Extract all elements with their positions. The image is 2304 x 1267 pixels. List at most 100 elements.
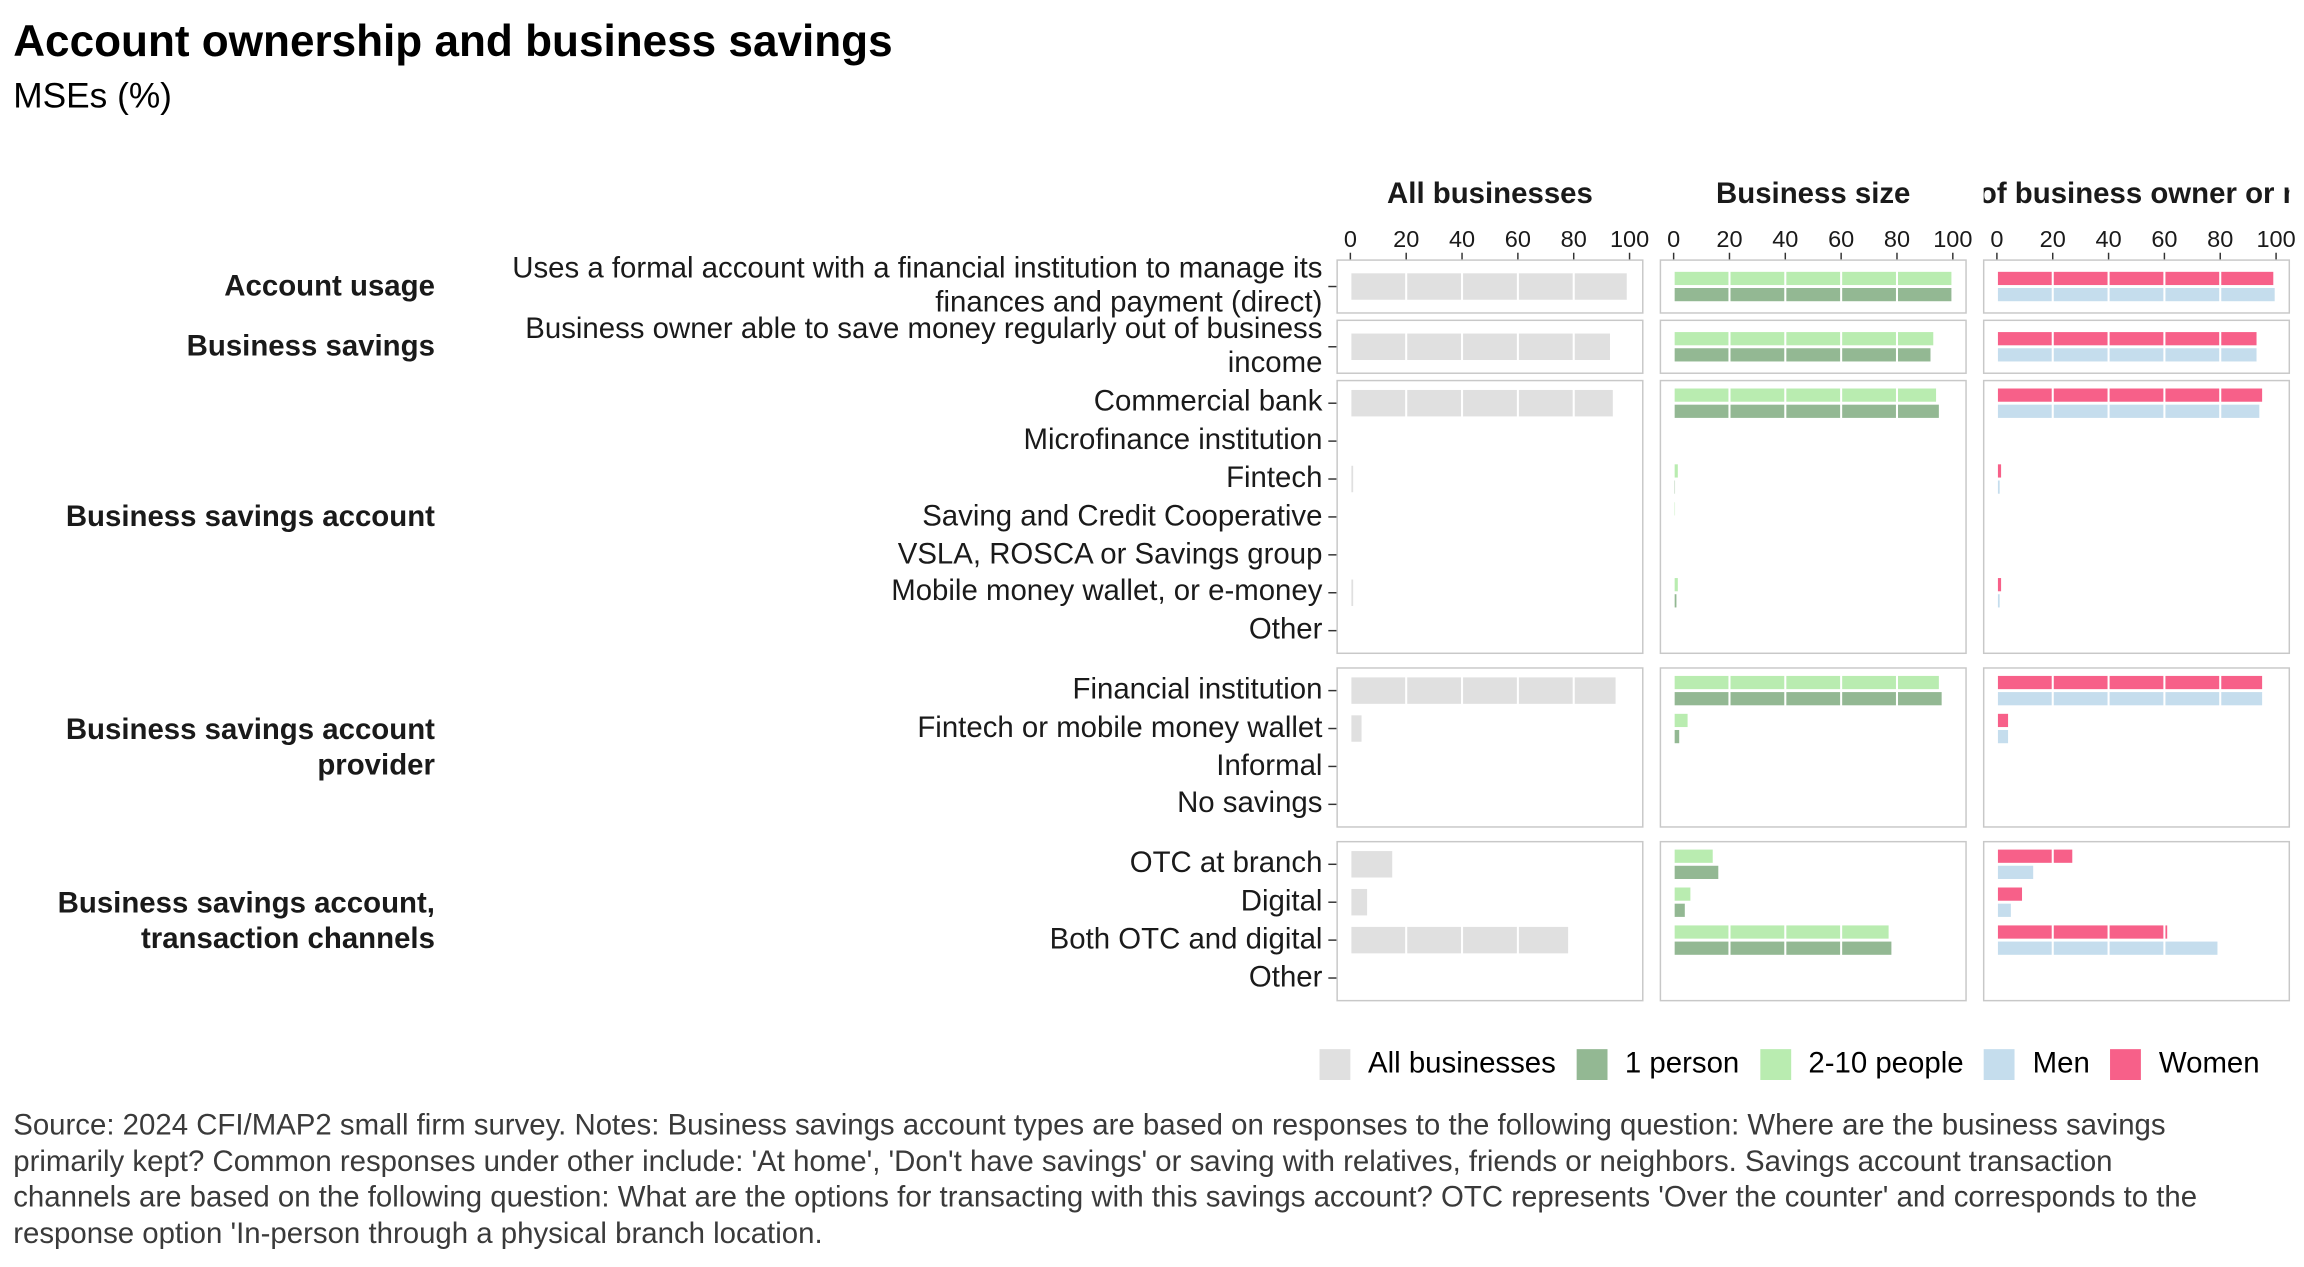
bar — [1673, 594, 1677, 608]
panel-border — [1982, 259, 2291, 314]
x-tick-label: 40 — [2096, 226, 2122, 252]
bar — [1673, 925, 1889, 939]
facet-title: Gender of business owner or manager — [1984, 177, 2290, 211]
category-label: Fintech — [1226, 462, 1323, 495]
bar — [1996, 675, 2263, 690]
panel-border — [1336, 259, 1644, 314]
category-label: Uses a formal account with a financial i… — [512, 252, 1323, 319]
panel-background — [1660, 841, 1967, 1001]
bar — [1673, 388, 1937, 402]
facet-title-box: Gender of business owner or manager — [1984, 135, 2290, 211]
bar — [1673, 464, 1678, 478]
panel-border — [1336, 840, 1644, 1002]
panel-border — [1659, 840, 1967, 1002]
panel-background — [1660, 380, 1967, 654]
x-tick-label: 80 — [1561, 226, 1587, 252]
bar — [1996, 887, 2023, 901]
category-label: OTC at branch — [1129, 847, 1323, 880]
bar — [1996, 729, 2009, 744]
x-tick-label: 20 — [1393, 226, 1419, 252]
panel-border — [1336, 379, 1644, 655]
bar — [1673, 271, 1952, 286]
panel-border — [1982, 379, 2291, 655]
bar — [1673, 675, 1939, 690]
x-tick-label: 100 — [1933, 226, 1972, 252]
category-label: Informal — [1216, 749, 1323, 782]
bar — [1996, 925, 2168, 939]
x-tick-label: 80 — [2207, 226, 2233, 252]
bar — [1350, 888, 1368, 916]
bar — [1350, 926, 1569, 954]
bar — [1996, 692, 2263, 706]
category-label: No savings — [1177, 787, 1323, 820]
x-tick-label: 40 — [1449, 226, 1475, 252]
group-label: Business savings account — [65, 500, 435, 534]
bar — [1673, 887, 1691, 901]
panel-border — [1659, 379, 1967, 655]
facet-title: All businesses — [1387, 177, 1593, 211]
facet-title-box: All businesses — [1337, 135, 1643, 211]
legend: All businesses 1 person 2-10 people Men Wome… — [1319, 1047, 2281, 1082]
panel-background — [1660, 320, 1967, 374]
bar — [1350, 465, 1354, 493]
bar — [1673, 903, 1685, 917]
bar — [1996, 404, 2260, 418]
bar — [1673, 692, 1942, 706]
panel-background — [1660, 260, 1967, 313]
x-tick-label: 20 — [2040, 226, 2066, 252]
panel-background — [1660, 667, 1967, 827]
panel-border — [1336, 319, 1644, 374]
category-label: Both OTC and digital — [1049, 923, 1323, 956]
x-tick-label: 40 — [1772, 226, 1798, 252]
chart-title: Account ownership and business savings — [13, 17, 893, 67]
legend-label: 2-10 people — [1808, 1047, 1964, 1081]
panel-border — [1336, 667, 1644, 828]
panel-border — [1659, 667, 1967, 828]
bar — [1673, 404, 1939, 418]
bar — [1350, 389, 1613, 417]
panel-background — [1983, 380, 2290, 654]
x-tick-label: 0 — [1344, 226, 1357, 252]
x-tick-label: 100 — [2256, 226, 2295, 252]
group-label: Business savings account provider — [65, 713, 435, 782]
x-tick-label: 100 — [1610, 226, 1649, 252]
bar — [1350, 333, 1611, 361]
category-label: Other — [1248, 613, 1323, 647]
bar — [1996, 332, 2257, 346]
bar — [1996, 480, 2000, 494]
category-label: Fintech or mobile money wallet — [917, 711, 1323, 744]
category-label: Saving and Credit Cooperative — [922, 500, 1323, 533]
panel-border — [1659, 319, 1967, 374]
panel-background — [1983, 320, 2290, 374]
bar — [1673, 729, 1680, 744]
panel-border — [1982, 667, 2291, 828]
x-tick-label: 80 — [1884, 226, 1910, 252]
bar — [1673, 865, 1719, 879]
bar — [1673, 332, 1934, 346]
legend-swatch — [1576, 1049, 1608, 1081]
group-label: Account usage — [224, 270, 435, 303]
caption: Source: 2024 CFI/MAP2 small firm survey.… — [13, 1109, 2198, 1250]
panel-background — [1983, 841, 2290, 1001]
bar — [1673, 288, 1952, 302]
panel-border — [1659, 259, 1967, 314]
legend-swatch — [1759, 1049, 1791, 1081]
category-label: Commercial bank — [1093, 386, 1323, 419]
bar — [1996, 271, 2274, 286]
x-tick-label: 60 — [1505, 226, 1531, 252]
bar — [1673, 849, 1713, 863]
x-tick-label: 20 — [1716, 226, 1742, 252]
legend-label: All businesses — [1368, 1047, 1556, 1081]
panel-border — [1982, 840, 2291, 1002]
bar — [1996, 713, 2009, 728]
panel-background — [1983, 260, 2290, 313]
legend-swatch — [2110, 1049, 2142, 1081]
facet-title: Business size — [1716, 177, 1911, 211]
bar — [1350, 715, 1362, 742]
chart-subtitle: MSEs (%) — [13, 76, 172, 117]
x-tick-label: 0 — [1990, 226, 2003, 252]
bar — [1350, 677, 1616, 704]
bar — [1996, 578, 2002, 592]
bar — [1673, 713, 1688, 728]
